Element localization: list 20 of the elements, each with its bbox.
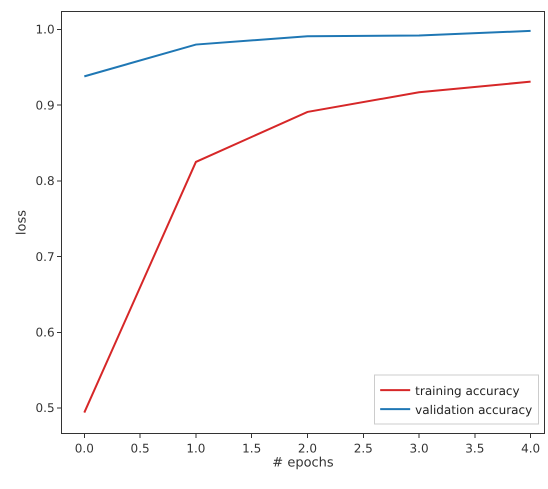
y-tick-label: 0.8 [36,174,55,188]
x-tick-label: 3.5 [465,441,484,456]
x-axis-title: # epochs [272,455,334,470]
x-tick-label: 4.0 [521,441,540,456]
legend-label: training accuracy [415,384,520,398]
x-tick-label: 0.5 [130,441,150,456]
y-tick-label: 0.7 [36,250,55,264]
y-tick-label: 0.5 [36,401,55,416]
legend-label: validation accuracy [415,402,532,417]
x-tick-label: 2.5 [354,441,373,456]
x-tick-label: 1.5 [242,441,262,456]
y-tick-label: 0.6 [36,325,55,340]
y-tick-label: 1.0 [36,22,55,37]
y-axis-title: loss [14,210,30,236]
x-tick-label: 2.0 [298,441,318,456]
x-tick-label: 0.0 [74,441,94,456]
x-tick-label: 3.0 [409,441,429,456]
x-tick-label: 1.0 [186,441,206,456]
line-series [83,30,532,78]
y-tick-label: 0.9 [36,98,55,112]
